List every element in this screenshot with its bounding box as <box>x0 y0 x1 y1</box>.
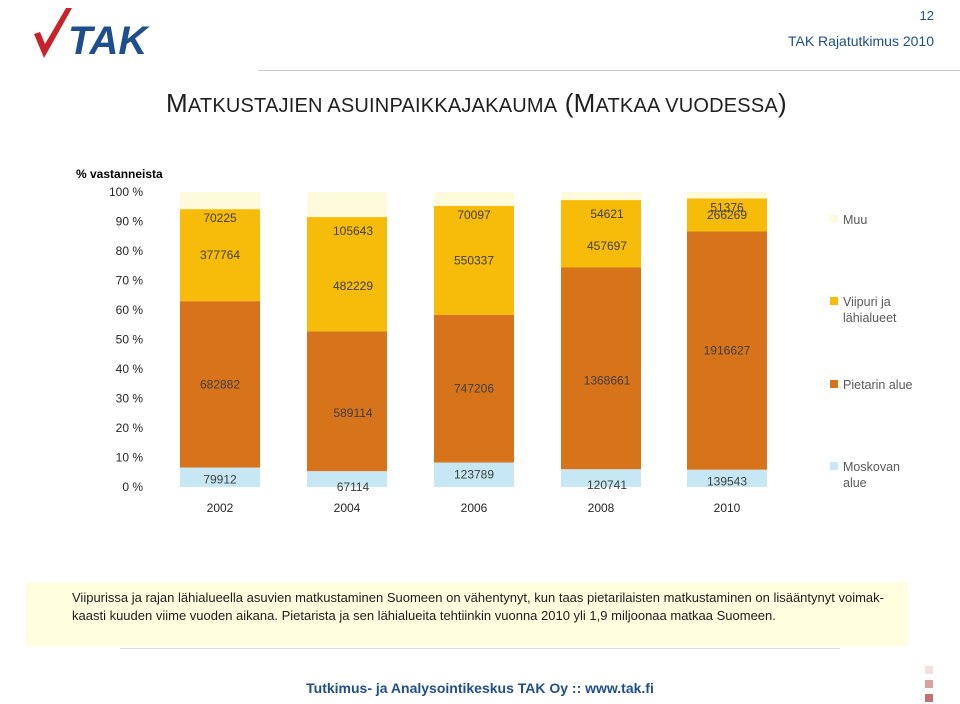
bar-segment <box>307 331 387 472</box>
title-paren-rest: ATKAA VUODESSA <box>595 95 778 117</box>
x-tick-label: 2006 <box>461 501 488 515</box>
bar-data-label: 1368661 <box>584 373 631 387</box>
y-tick-label: 80 % <box>116 244 144 258</box>
bar-segment <box>434 462 514 487</box>
legend-swatch-moskova <box>830 462 838 470</box>
bar-data-label: 682882 <box>200 377 240 391</box>
bar-data-label: 266269 <box>707 208 747 222</box>
footer-square-2 <box>925 680 933 688</box>
bar-segment <box>180 301 260 468</box>
bar-data-label: 377764 <box>200 248 240 262</box>
x-tick-label: 2010 <box>714 501 741 515</box>
bar-data-label: 482229 <box>333 279 373 293</box>
bar-segment <box>687 231 767 470</box>
bar-segment <box>180 209 260 302</box>
legend-swatch-viipuri <box>830 297 838 305</box>
caption-line-2: kaasti kuuden viime vuoden aikana. Pieta… <box>72 608 776 623</box>
y-tick-label: 40 % <box>116 362 144 376</box>
y-axis-label: % vastanneista <box>76 167 163 181</box>
legend-item-viipuri: Viipuri ja lähialueet <box>830 294 923 326</box>
bar-segment <box>307 192 387 218</box>
bar-segment <box>307 471 387 487</box>
bar-segment <box>561 200 641 268</box>
bar-segment <box>434 192 514 206</box>
title-lead-rest: ATKUSTAJIEN ASUINPAIKKAJAKAUMA <box>187 95 558 117</box>
y-tick-label: 60 % <box>116 303 144 317</box>
y-tick-label: 50 % <box>116 333 144 347</box>
x-tick-label: 2008 <box>588 501 615 515</box>
y-tick-label: 10 % <box>116 451 144 465</box>
legend-swatch-pietari <box>830 380 838 388</box>
bar-segment <box>687 192 767 199</box>
bar-segment <box>307 217 387 332</box>
legend-label-pietari: Pietarin alue <box>843 378 913 392</box>
bar-segment <box>561 469 641 487</box>
bar-data-label: 51376 <box>710 200 744 214</box>
bar-data-label: 123789 <box>454 468 494 482</box>
bar-segment <box>561 267 641 470</box>
stacked-bar-chart: % vastanneista 0 % 10 % 20 % 30 % 40 % 50 % 60… <box>76 167 767 515</box>
footer-divider <box>120 648 840 649</box>
checkmark-icon <box>34 8 72 58</box>
y-tick-label: 100 % <box>109 185 143 199</box>
bar-data-label: 1916627 <box>704 344 751 358</box>
bar-data-label: 747206 <box>454 382 494 396</box>
bar-data-label: 70225 <box>203 211 237 225</box>
title-paren-close: ) <box>777 88 787 118</box>
page-number: 12 <box>919 8 934 23</box>
bar-segment <box>434 314 514 463</box>
bar-segment <box>687 198 767 232</box>
bar-data-label: 550337 <box>454 253 494 267</box>
bar-segment <box>561 192 641 201</box>
x-tick-label: 2004 <box>334 501 361 515</box>
bar-data-label: 457697 <box>587 239 627 253</box>
legend-item-pietari: Pietarin alue <box>830 377 923 393</box>
y-tick-label: 70 % <box>116 274 144 288</box>
bar-data-label: 589114 <box>333 406 372 420</box>
bar-data-label: 120741 <box>587 478 627 492</box>
title-paren-lead: M <box>573 88 596 118</box>
legend-swatch-muu <box>830 215 838 223</box>
x-tick-label: 2002 <box>207 501 234 515</box>
header-divider <box>258 70 960 71</box>
legend-item-moskova: Moskovan alue <box>830 459 923 491</box>
legend-item-muu: Muu <box>830 212 923 228</box>
bar-segment <box>180 192 260 210</box>
bar-data-label: 105643 <box>333 224 373 238</box>
y-tick-label: 90 % <box>116 215 144 229</box>
title-lead-letter: M <box>166 88 188 118</box>
y-tick-label: 20 % <box>116 421 144 435</box>
legend-label-muu: Muu <box>843 213 868 227</box>
legend-label-viipuri: Viipuri ja lähialueet <box>843 295 897 325</box>
caption-box: Viipurissa ja rajan lähialueella asuvien… <box>26 582 908 646</box>
legend-label-moskova: Moskovan alue <box>843 460 900 490</box>
y-tick-label: 0 % <box>122 480 143 494</box>
bar-data-label: 79912 <box>203 473 237 487</box>
tak-logo: TAK <box>34 8 150 62</box>
bar-segment <box>687 469 767 487</box>
bar-data-label: 67114 <box>337 480 370 494</box>
page-title: MATKUSTAJIEN ASUINPAIKKAJAKAUMA (MATKAA … <box>166 88 787 119</box>
bar-segment <box>434 205 514 315</box>
y-tick-label: 30 % <box>116 392 144 406</box>
bar-data-label: 70097 <box>457 208 491 222</box>
caption-line-1: Viipurissa ja rajan lähialueella asuvien… <box>72 590 884 605</box>
bar-data-label: 139543 <box>707 475 747 489</box>
footer-square-1 <box>925 666 933 674</box>
logo-text: TAK <box>68 19 150 62</box>
footer-text: Tutkimus- ja Analysointikeskus TAK Oy ::… <box>306 680 654 696</box>
report-name: TAK Rajatutkimus 2010 <box>787 33 934 49</box>
bar-segment <box>180 467 260 487</box>
footer-square-3 <box>925 694 933 702</box>
title-paren-open: ( <box>564 88 574 118</box>
bar-data-label: 54621 <box>590 207 624 221</box>
